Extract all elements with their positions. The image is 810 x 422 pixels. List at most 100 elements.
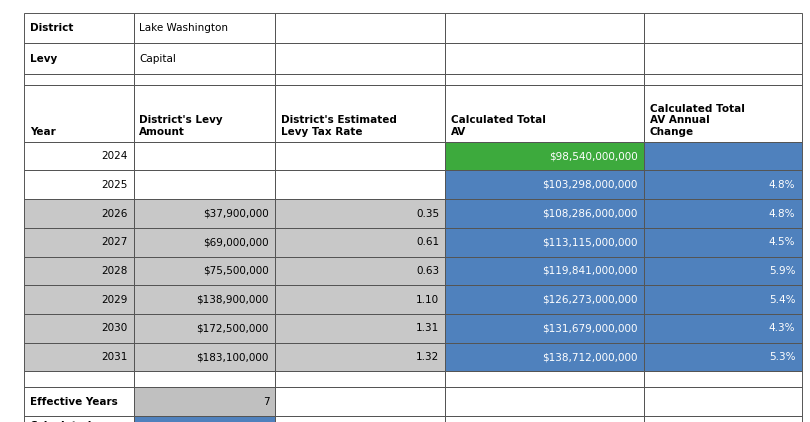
- Text: 2027: 2027: [100, 237, 127, 247]
- Bar: [134, 13, 275, 43]
- Bar: [644, 285, 802, 314]
- Text: 0.35: 0.35: [416, 208, 439, 219]
- Bar: [644, 416, 802, 422]
- Bar: [24, 416, 134, 422]
- Bar: [134, 199, 275, 228]
- Bar: [134, 170, 275, 199]
- Bar: [446, 343, 644, 371]
- Text: 1.10: 1.10: [416, 295, 439, 305]
- Bar: [446, 228, 644, 257]
- Bar: [446, 257, 644, 285]
- Bar: [24, 43, 134, 74]
- Bar: [134, 142, 275, 170]
- Bar: [644, 343, 802, 371]
- Bar: [446, 199, 644, 228]
- Bar: [275, 199, 446, 228]
- Text: $119,841,000,000: $119,841,000,000: [542, 266, 637, 276]
- Bar: [24, 199, 134, 228]
- Bar: [275, 85, 446, 142]
- Bar: [134, 257, 275, 285]
- Text: Year: Year: [30, 127, 56, 137]
- Bar: [134, 85, 275, 142]
- Bar: [134, 343, 275, 371]
- Bar: [24, 13, 134, 43]
- Bar: [275, 142, 446, 170]
- Bar: [134, 314, 275, 343]
- Text: $69,000,000: $69,000,000: [203, 237, 269, 247]
- Text: 2031: 2031: [100, 352, 127, 362]
- Bar: [644, 371, 802, 387]
- Bar: [275, 142, 446, 170]
- Text: Lake Washington: Lake Washington: [139, 23, 228, 33]
- Text: $98,540,000,000: $98,540,000,000: [548, 151, 637, 161]
- Bar: [24, 85, 134, 142]
- Bar: [24, 199, 134, 228]
- Bar: [24, 74, 134, 85]
- Bar: [446, 228, 644, 257]
- Bar: [446, 387, 644, 416]
- Bar: [275, 13, 446, 43]
- Bar: [24, 285, 134, 314]
- Bar: [275, 371, 446, 387]
- Bar: [24, 416, 134, 422]
- Bar: [24, 43, 134, 74]
- Bar: [134, 13, 275, 43]
- Text: Calculated
Effective Annual
Total AV Change: Calculated Effective Annual Total AV Cha…: [30, 421, 126, 422]
- Bar: [446, 199, 644, 228]
- Bar: [134, 371, 275, 387]
- Text: District: District: [30, 23, 74, 33]
- Bar: [275, 257, 446, 285]
- Text: Effective Years: Effective Years: [30, 397, 117, 407]
- Text: 4.8%: 4.8%: [769, 180, 795, 190]
- Bar: [446, 371, 644, 387]
- Bar: [134, 416, 275, 422]
- Bar: [446, 285, 644, 314]
- Bar: [644, 74, 802, 85]
- Bar: [24, 170, 134, 199]
- Text: Calculated Total
AV Annual
Change: Calculated Total AV Annual Change: [650, 103, 744, 137]
- Bar: [275, 416, 446, 422]
- Bar: [446, 43, 644, 74]
- Bar: [446, 285, 644, 314]
- Bar: [644, 285, 802, 314]
- Bar: [24, 387, 134, 416]
- Text: 1.32: 1.32: [416, 352, 439, 362]
- Bar: [644, 85, 802, 142]
- Bar: [24, 228, 134, 257]
- Text: 4.3%: 4.3%: [769, 323, 795, 333]
- Text: $172,500,000: $172,500,000: [197, 323, 269, 333]
- Bar: [446, 314, 644, 343]
- Bar: [644, 142, 802, 170]
- Bar: [24, 13, 134, 43]
- Text: 2029: 2029: [100, 295, 127, 305]
- Bar: [24, 343, 134, 371]
- Text: $131,679,000,000: $131,679,000,000: [542, 323, 637, 333]
- Bar: [24, 343, 134, 371]
- Bar: [134, 74, 275, 85]
- Text: 0.63: 0.63: [416, 266, 439, 276]
- Bar: [446, 74, 644, 85]
- Bar: [134, 285, 275, 314]
- Bar: [275, 13, 446, 43]
- Text: Levy: Levy: [30, 54, 58, 64]
- Bar: [134, 43, 275, 74]
- Bar: [275, 343, 446, 371]
- Bar: [446, 371, 644, 387]
- Bar: [446, 257, 644, 285]
- Bar: [644, 13, 802, 43]
- Bar: [446, 13, 644, 43]
- Text: $103,298,000,000: $103,298,000,000: [542, 180, 637, 190]
- Bar: [644, 199, 802, 228]
- Text: 5.3%: 5.3%: [769, 352, 795, 362]
- Bar: [24, 142, 134, 170]
- Bar: [275, 170, 446, 199]
- Text: $126,273,000,000: $126,273,000,000: [542, 295, 637, 305]
- Text: $138,900,000: $138,900,000: [197, 295, 269, 305]
- Bar: [134, 387, 275, 416]
- Bar: [446, 170, 644, 199]
- Text: District's Estimated
Levy Tax Rate: District's Estimated Levy Tax Rate: [281, 115, 397, 137]
- Text: 5.9%: 5.9%: [769, 266, 795, 276]
- Bar: [644, 170, 802, 199]
- Text: 2024: 2024: [100, 151, 127, 161]
- Text: $113,115,000,000: $113,115,000,000: [542, 237, 637, 247]
